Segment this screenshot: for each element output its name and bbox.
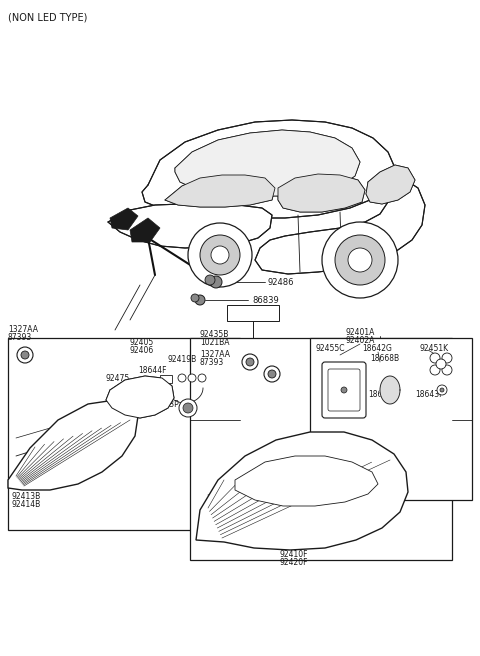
Polygon shape [110, 208, 138, 230]
Circle shape [430, 365, 440, 375]
Circle shape [188, 374, 196, 382]
Bar [8, 338, 240, 530]
Text: 18644D: 18644D [368, 390, 398, 399]
Polygon shape [8, 400, 138, 490]
Text: 18643P: 18643P [150, 400, 179, 409]
Text: 1327AA: 1327AA [8, 325, 38, 334]
Text: 92486: 92486 [268, 278, 295, 287]
Circle shape [322, 222, 398, 298]
Circle shape [183, 403, 193, 413]
Bar [160, 375, 172, 383]
Text: 92405: 92405 [130, 338, 154, 347]
Circle shape [442, 353, 452, 363]
Text: 92420F: 92420F [280, 558, 309, 567]
Text: 92406: 92406 [130, 346, 154, 355]
Text: 92419B: 92419B [168, 355, 197, 364]
Polygon shape [142, 120, 395, 218]
Circle shape [200, 235, 240, 275]
Text: 92413B: 92413B [12, 492, 41, 501]
Text: 18668B: 18668B [370, 354, 399, 363]
Text: 92451K: 92451K [420, 344, 449, 353]
Text: 87393: 87393 [200, 358, 224, 367]
Circle shape [21, 351, 29, 359]
Text: 92435B: 92435B [200, 330, 229, 339]
FancyBboxPatch shape [328, 369, 360, 411]
Circle shape [430, 353, 440, 363]
Text: 18644F: 18644F [138, 366, 167, 375]
Text: 92401A: 92401A [345, 328, 374, 337]
FancyBboxPatch shape [227, 305, 279, 321]
Text: 1327AA: 1327AA [200, 350, 230, 359]
Polygon shape [255, 175, 425, 274]
Text: 92410F: 92410F [280, 550, 309, 559]
Circle shape [198, 374, 206, 382]
Polygon shape [130, 218, 160, 242]
Circle shape [195, 295, 205, 305]
Circle shape [178, 374, 186, 382]
FancyBboxPatch shape [322, 362, 366, 418]
Circle shape [188, 223, 252, 287]
Circle shape [348, 248, 372, 272]
Text: 87393: 87393 [8, 333, 32, 342]
Text: 18643P: 18643P [415, 390, 444, 399]
Circle shape [191, 294, 199, 302]
Bar [310, 338, 472, 500]
Text: 92414B: 92414B [12, 500, 41, 509]
Circle shape [17, 347, 33, 363]
Text: (NON LED TYPE): (NON LED TYPE) [8, 12, 87, 22]
Circle shape [211, 246, 229, 264]
Text: 86839: 86839 [252, 296, 279, 305]
Polygon shape [175, 130, 360, 196]
Circle shape [437, 385, 447, 395]
Text: 92455C: 92455C [315, 344, 345, 353]
Circle shape [440, 388, 444, 392]
Polygon shape [366, 165, 415, 204]
Circle shape [341, 387, 347, 393]
Bar [190, 338, 452, 560]
Text: 18642G: 18642G [362, 344, 392, 353]
Circle shape [335, 235, 385, 285]
Polygon shape [235, 456, 378, 506]
Circle shape [268, 370, 276, 378]
Polygon shape [380, 376, 400, 404]
Circle shape [205, 275, 215, 285]
Circle shape [179, 399, 197, 417]
Polygon shape [165, 175, 275, 207]
Circle shape [210, 276, 222, 288]
Text: 92482: 92482 [232, 308, 258, 317]
Text: 1021BA: 1021BA [200, 338, 229, 347]
Text: 92402A: 92402A [345, 336, 374, 345]
Circle shape [242, 354, 258, 370]
Circle shape [264, 366, 280, 382]
Circle shape [436, 359, 446, 369]
Polygon shape [106, 376, 174, 418]
Circle shape [442, 365, 452, 375]
Polygon shape [278, 174, 365, 212]
Text: 92475: 92475 [105, 374, 129, 383]
Polygon shape [108, 204, 272, 248]
Circle shape [246, 358, 254, 366]
Polygon shape [196, 432, 408, 550]
